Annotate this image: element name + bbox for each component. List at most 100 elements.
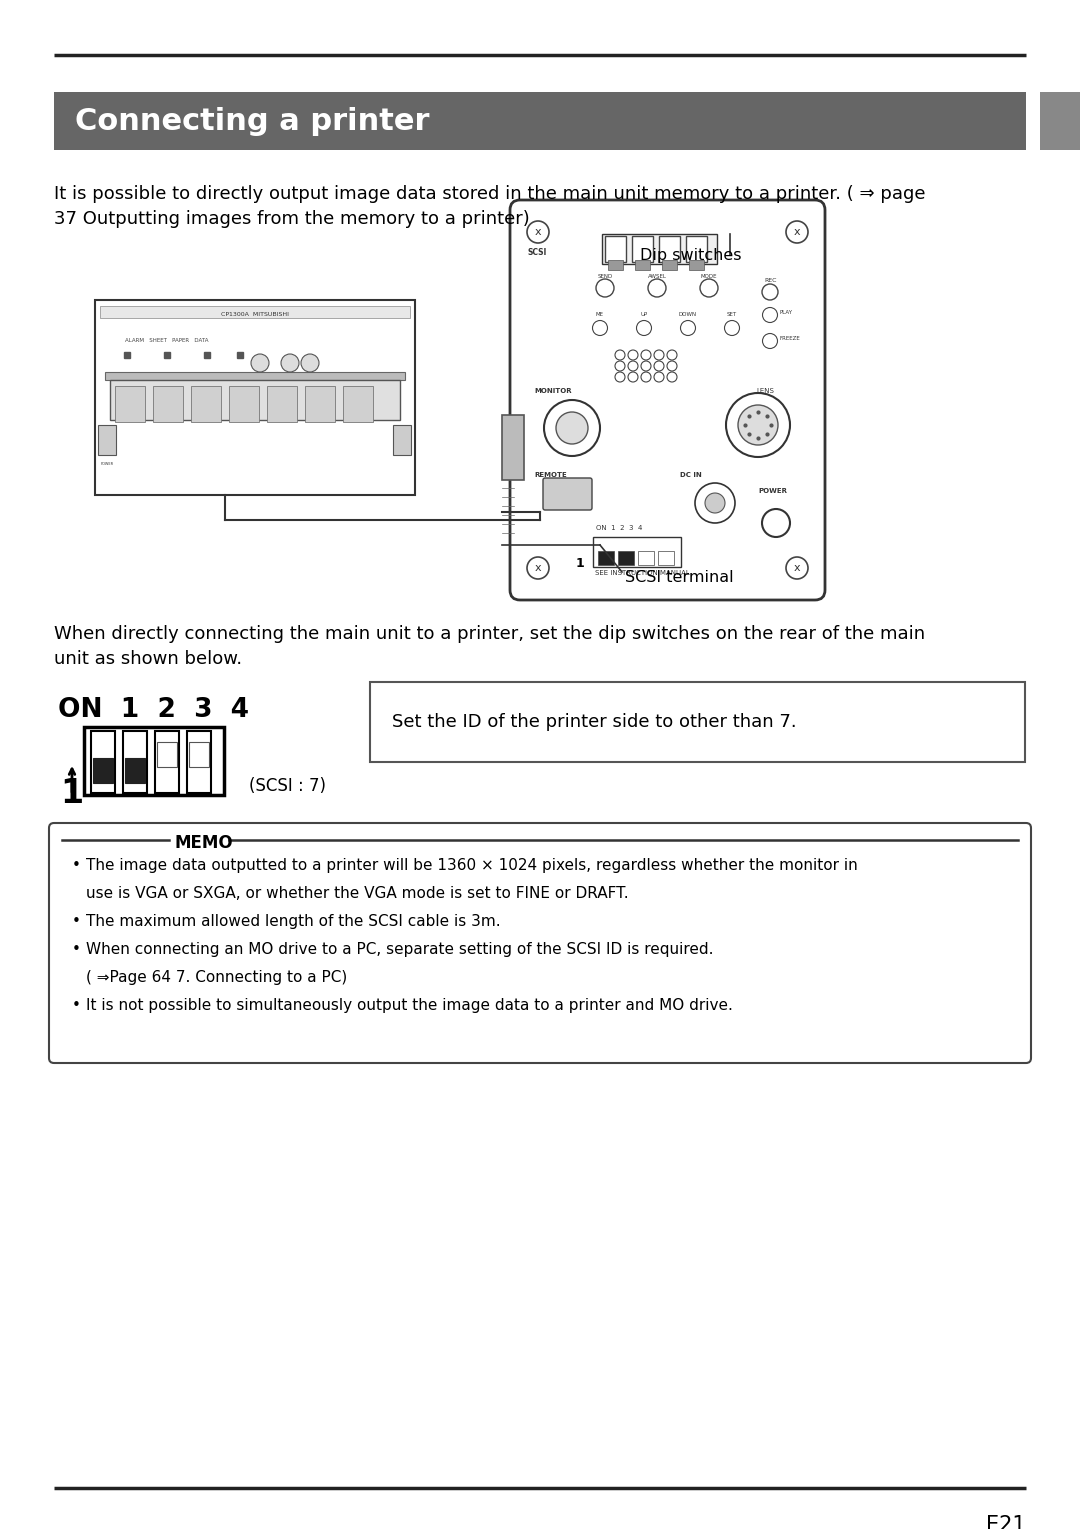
Bar	[686, 235, 707, 261]
Text: MODE: MODE	[701, 274, 717, 278]
Circle shape	[667, 361, 677, 372]
Bar	[370, 682, 1025, 761]
Bar	[91, 731, 114, 794]
Bar	[189, 742, 210, 768]
Circle shape	[667, 350, 677, 359]
Bar	[95, 300, 415, 495]
Circle shape	[762, 509, 789, 537]
Circle shape	[786, 222, 808, 243]
Text: It is not possible to simultaneously output the image data to a printer and MO d: It is not possible to simultaneously out…	[86, 998, 733, 1014]
Text: ME: ME	[596, 312, 604, 317]
Text: SEND: SEND	[597, 274, 612, 278]
Circle shape	[667, 372, 677, 382]
Circle shape	[648, 278, 666, 297]
Circle shape	[726, 393, 789, 457]
Circle shape	[527, 557, 549, 579]
Circle shape	[627, 350, 638, 359]
Circle shape	[700, 278, 718, 297]
Circle shape	[281, 355, 299, 372]
Text: (SCSI : 7): (SCSI : 7)	[249, 777, 326, 795]
Bar	[98, 425, 116, 456]
Bar	[125, 758, 145, 783]
Circle shape	[251, 355, 269, 372]
Bar	[100, 306, 410, 318]
Text: 1: 1	[60, 777, 83, 810]
Text: Set the ID of the printer side to other than 7.: Set the ID of the printer side to other …	[392, 713, 797, 731]
Bar	[114, 385, 145, 422]
Text: POWER: POWER	[758, 488, 787, 494]
Bar	[156, 731, 179, 794]
Circle shape	[544, 401, 600, 456]
Bar	[593, 537, 681, 567]
Text: AWSEL: AWSEL	[648, 274, 666, 278]
Text: MONITOR: MONITOR	[534, 388, 571, 394]
Text: •: •	[72, 942, 81, 957]
Circle shape	[636, 321, 651, 335]
Bar	[1040, 92, 1080, 150]
Text: SCSI terminal: SCSI terminal	[625, 570, 733, 586]
Bar	[84, 726, 224, 795]
Text: E21: E21	[986, 1515, 1026, 1529]
Text: ALARM   SHEET   PAPER   DATA: ALARM SHEET PAPER DATA	[125, 338, 208, 342]
Bar	[110, 381, 400, 420]
Circle shape	[615, 361, 625, 372]
Bar	[662, 260, 677, 271]
Text: CP1300A  MITSUBISHI: CP1300A MITSUBISHI	[221, 312, 289, 317]
Text: The maximum allowed length of the SCSI cable is 3m.: The maximum allowed length of the SCSI c…	[86, 914, 501, 930]
Bar	[689, 260, 704, 271]
Bar	[93, 758, 113, 783]
Bar	[191, 385, 221, 422]
Text: FREEZE: FREEZE	[780, 336, 800, 341]
Circle shape	[762, 284, 778, 300]
Circle shape	[654, 361, 664, 372]
Text: x: x	[535, 563, 541, 573]
Circle shape	[301, 355, 319, 372]
Bar	[605, 235, 626, 261]
Bar	[105, 372, 405, 381]
Text: UP: UP	[640, 312, 648, 317]
Text: DOWN: DOWN	[679, 312, 697, 317]
Text: POWER: POWER	[100, 462, 113, 466]
Bar	[608, 260, 623, 271]
Circle shape	[654, 350, 664, 359]
Circle shape	[680, 321, 696, 335]
Bar	[502, 414, 524, 480]
Bar	[635, 260, 650, 271]
Bar	[602, 234, 717, 265]
Bar	[153, 385, 183, 422]
Text: LENS: LENS	[756, 388, 774, 394]
Circle shape	[596, 278, 615, 297]
Text: PLAY: PLAY	[780, 310, 793, 315]
Text: MEMO: MEMO	[174, 833, 232, 852]
Text: x: x	[535, 226, 541, 237]
Circle shape	[725, 321, 740, 335]
Bar	[54, 92, 1026, 150]
Bar	[632, 235, 653, 261]
Text: •: •	[72, 998, 81, 1014]
Text: The image data outputted to a printer will be 1360 × 1024 pixels, regardless whe: The image data outputted to a printer wi…	[86, 858, 858, 873]
Bar	[157, 742, 177, 768]
Text: SEE INSTRUCTION MANUAL: SEE INSTRUCTION MANUAL	[595, 570, 690, 576]
FancyBboxPatch shape	[49, 823, 1031, 1063]
Bar	[229, 385, 259, 422]
Bar	[343, 385, 373, 422]
Text: When directly connecting the main unit to a printer, set the dip switches on the: When directly connecting the main unit t…	[54, 625, 926, 644]
Text: DC IN: DC IN	[680, 472, 702, 479]
Text: Connecting a printer: Connecting a printer	[75, 107, 430, 136]
Text: ( ⇒Page 64 7. Connecting to a PC): ( ⇒Page 64 7. Connecting to a PC)	[86, 969, 348, 985]
Bar	[638, 550, 654, 566]
FancyBboxPatch shape	[510, 200, 825, 599]
Circle shape	[654, 372, 664, 382]
FancyBboxPatch shape	[543, 479, 592, 511]
Circle shape	[642, 372, 651, 382]
Text: SET: SET	[727, 312, 737, 317]
Text: •: •	[72, 914, 81, 930]
Circle shape	[627, 361, 638, 372]
Bar	[393, 425, 411, 456]
Circle shape	[762, 307, 778, 323]
Circle shape	[627, 372, 638, 382]
Bar	[267, 385, 297, 422]
Text: 37 Outputting images from the memory to a printer): 37 Outputting images from the memory to …	[54, 209, 530, 228]
Circle shape	[738, 405, 778, 445]
Text: SCSI: SCSI	[528, 248, 548, 257]
